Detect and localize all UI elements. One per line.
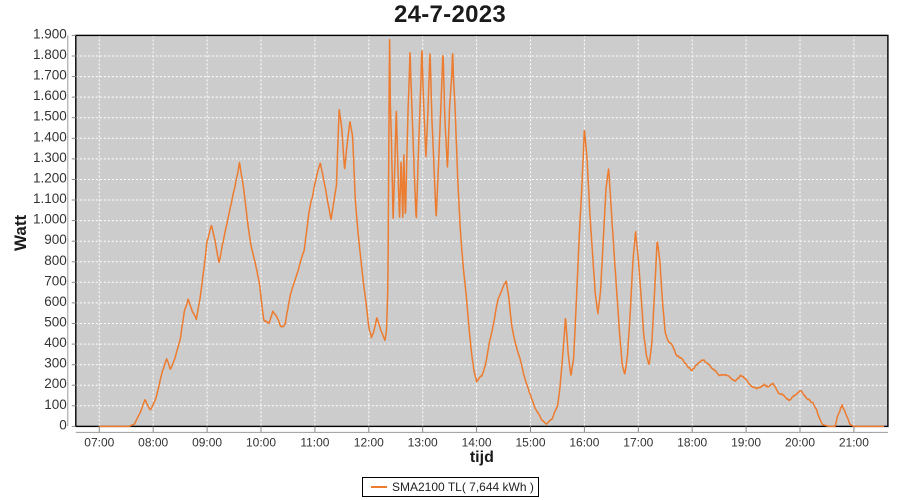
svg-text:1.700: 1.700: [33, 68, 67, 83]
svg-text:20:00: 20:00: [785, 435, 815, 449]
svg-text:1.300: 1.300: [33, 150, 67, 165]
svg-text:18:00: 18:00: [677, 435, 707, 449]
svg-text:19:00: 19:00: [731, 435, 761, 449]
svg-text:400: 400: [44, 335, 67, 350]
svg-text:10:00: 10:00: [246, 435, 276, 449]
svg-text:16:00: 16:00: [569, 435, 599, 449]
svg-text:09:00: 09:00: [192, 435, 222, 449]
svg-text:0: 0: [59, 417, 67, 432]
svg-text:1.800: 1.800: [33, 47, 67, 62]
svg-text:1.600: 1.600: [33, 88, 67, 103]
svg-text:12:00: 12:00: [354, 435, 384, 449]
svg-text:1.500: 1.500: [33, 109, 67, 124]
svg-text:100: 100: [44, 397, 67, 412]
svg-text:11:00: 11:00: [300, 435, 329, 449]
svg-text:17:00: 17:00: [623, 435, 653, 449]
svg-text:1.100: 1.100: [33, 191, 67, 206]
svg-text:800: 800: [44, 253, 67, 268]
svg-text:14:00: 14:00: [462, 435, 492, 449]
svg-text:1.000: 1.000: [33, 212, 67, 227]
svg-text:15:00: 15:00: [515, 435, 545, 449]
svg-text:1.400: 1.400: [33, 129, 67, 144]
svg-text:13:00: 13:00: [408, 435, 438, 449]
svg-text:500: 500: [44, 315, 67, 330]
svg-text:300: 300: [44, 356, 67, 371]
svg-text:200: 200: [44, 376, 67, 391]
svg-text:07:00: 07:00: [84, 435, 114, 449]
svg-text:700: 700: [44, 273, 67, 288]
svg-text:1.200: 1.200: [33, 171, 67, 186]
svg-text:08:00: 08:00: [138, 435, 168, 449]
svg-text:900: 900: [44, 232, 67, 247]
svg-text:600: 600: [44, 294, 67, 309]
svg-text:21:00: 21:00: [839, 435, 869, 449]
